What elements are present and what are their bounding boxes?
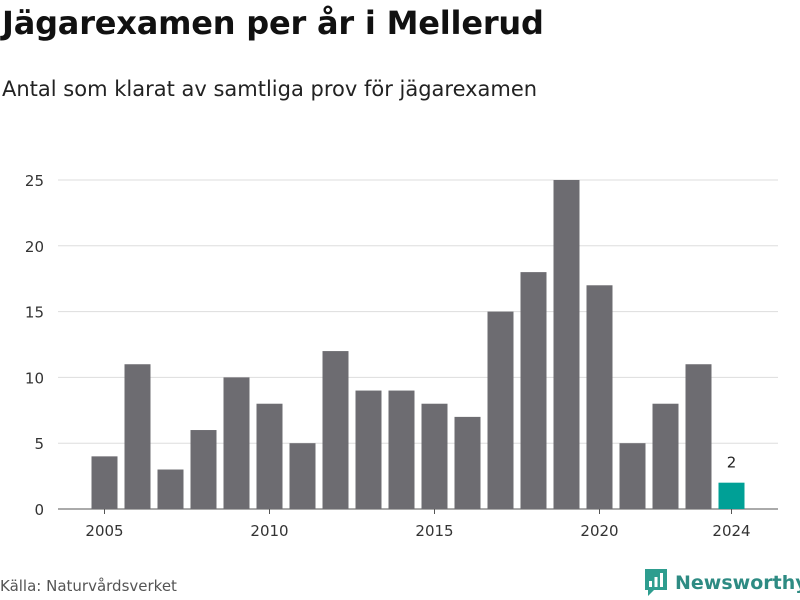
y-tick-label: 15 bbox=[25, 304, 44, 322]
newsworthy-logo-icon bbox=[645, 569, 667, 596]
x-tick-label: 2010 bbox=[250, 522, 288, 540]
bar-2007 bbox=[157, 469, 184, 509]
bar-2023 bbox=[685, 364, 712, 509]
bar-2018 bbox=[520, 272, 547, 509]
x-tick-label: 2020 bbox=[580, 522, 618, 540]
source-note: Källa: Naturvårdsverket bbox=[0, 577, 177, 595]
brand-name: Newsworthy bbox=[675, 572, 800, 594]
bar-2017 bbox=[487, 311, 514, 509]
bar-2012 bbox=[322, 351, 349, 509]
y-tick-label: 25 bbox=[25, 172, 44, 190]
bar-2022 bbox=[652, 403, 679, 509]
bar-2021 bbox=[619, 443, 646, 509]
x-tick-label: 2024 bbox=[712, 522, 750, 540]
bar-chart: 0 5 10 15 20 25 2005 2010 2015 2020 2024 2 bbox=[25, 172, 778, 540]
x-tick-label: 2015 bbox=[415, 522, 453, 540]
bar-2024 bbox=[718, 482, 745, 509]
bar-2008 bbox=[190, 430, 217, 509]
bar-2006 bbox=[124, 364, 151, 509]
bar-2005 bbox=[91, 456, 118, 509]
highlight-value-label: 2 bbox=[727, 454, 737, 472]
bar-2013 bbox=[355, 390, 382, 509]
bar-2015 bbox=[421, 403, 448, 509]
y-tick-label: 10 bbox=[25, 369, 44, 387]
chart-title: Jägarexamen per år i Mellerud bbox=[2, 4, 544, 42]
bar-2009 bbox=[223, 377, 250, 509]
bar-2010 bbox=[256, 403, 283, 509]
x-tick-label: 2005 bbox=[85, 522, 123, 540]
bar-2011 bbox=[289, 443, 316, 509]
y-tick-label: 20 bbox=[25, 238, 44, 256]
y-tick-label: 5 bbox=[34, 435, 44, 453]
bar-2020 bbox=[586, 285, 613, 509]
y-tick-label: 0 bbox=[34, 501, 44, 519]
bar-2019 bbox=[553, 180, 580, 509]
bar-2016 bbox=[454, 416, 481, 509]
bar-2014 bbox=[388, 390, 415, 509]
chart-subtitle: Antal som klarat av samtliga prov för jä… bbox=[2, 77, 538, 101]
brand-logo: Newsworthy bbox=[643, 568, 800, 598]
